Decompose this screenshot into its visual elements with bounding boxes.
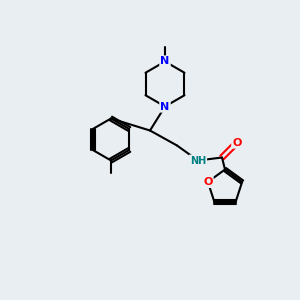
Text: N: N [160,101,169,112]
Text: NH: NH [190,155,206,166]
Text: O: O [232,137,242,148]
Text: O: O [203,177,213,187]
Text: N: N [160,56,169,67]
